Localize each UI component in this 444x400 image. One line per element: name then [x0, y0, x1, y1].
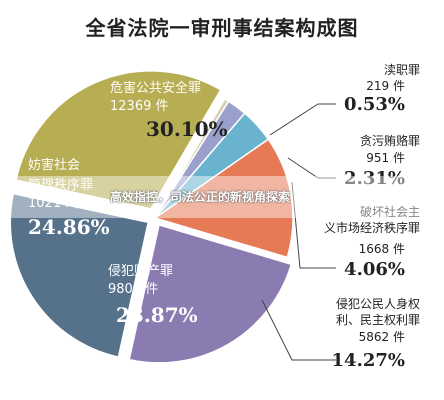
side-label-count: 219 件	[366, 79, 405, 93]
side-label-name: 渎职罪	[384, 63, 420, 77]
slice-label-name: 妨害社会	[28, 157, 80, 173]
side-label-name: 破坏社会主	[360, 204, 420, 219]
slice-label-count: 12369 件	[110, 99, 169, 114]
side-label-count: 5862 件	[359, 330, 405, 344]
leader-line	[291, 181, 336, 269]
pie-slice	[9, 192, 150, 358]
side-label-name: 义市场经济秩序罪	[324, 220, 420, 235]
pie-slice	[128, 223, 293, 364]
side-label-percent: 0.53%	[344, 94, 405, 115]
side-label-count: 951 件	[366, 151, 405, 165]
slice-label-name: 危害公共安全罪	[110, 80, 201, 96]
slice-label-count: 9806 件	[108, 282, 158, 297]
chart-title: 全省法院一审刑事结案构成图	[85, 16, 359, 40]
side-label-name: 贪污贿赂罪	[360, 133, 420, 148]
slice-label-percent: 23.87%	[116, 303, 198, 327]
slice-label-name: 管理秩序罪	[28, 178, 93, 193]
pie-slice	[15, 70, 222, 210]
slice-label-name: 侵犯财产罪	[108, 263, 173, 279]
overlay-banner	[0, 176, 444, 218]
side-label-name: 侵犯公民人身权	[336, 296, 420, 311]
side-label-name: 利、民主权利罪	[336, 313, 420, 327]
slice-label-count: 10214 件	[28, 196, 87, 211]
banner-text: 高效指控，司法公正的新视角探索	[110, 190, 291, 204]
leader-line	[287, 157, 336, 179]
side-label-percent: 14.27%	[332, 350, 405, 371]
slice-label-percent: 24.86%	[28, 215, 110, 239]
leader-line	[261, 299, 336, 361]
side-label-count: 1668 件	[359, 242, 405, 256]
side-label-percent: 2.31%	[344, 168, 405, 189]
side-label-percent: 4.06%	[344, 259, 405, 280]
pie-slice	[153, 138, 294, 259]
slice-label-percent: 30.10%	[146, 117, 228, 141]
leader-line	[269, 103, 336, 136]
